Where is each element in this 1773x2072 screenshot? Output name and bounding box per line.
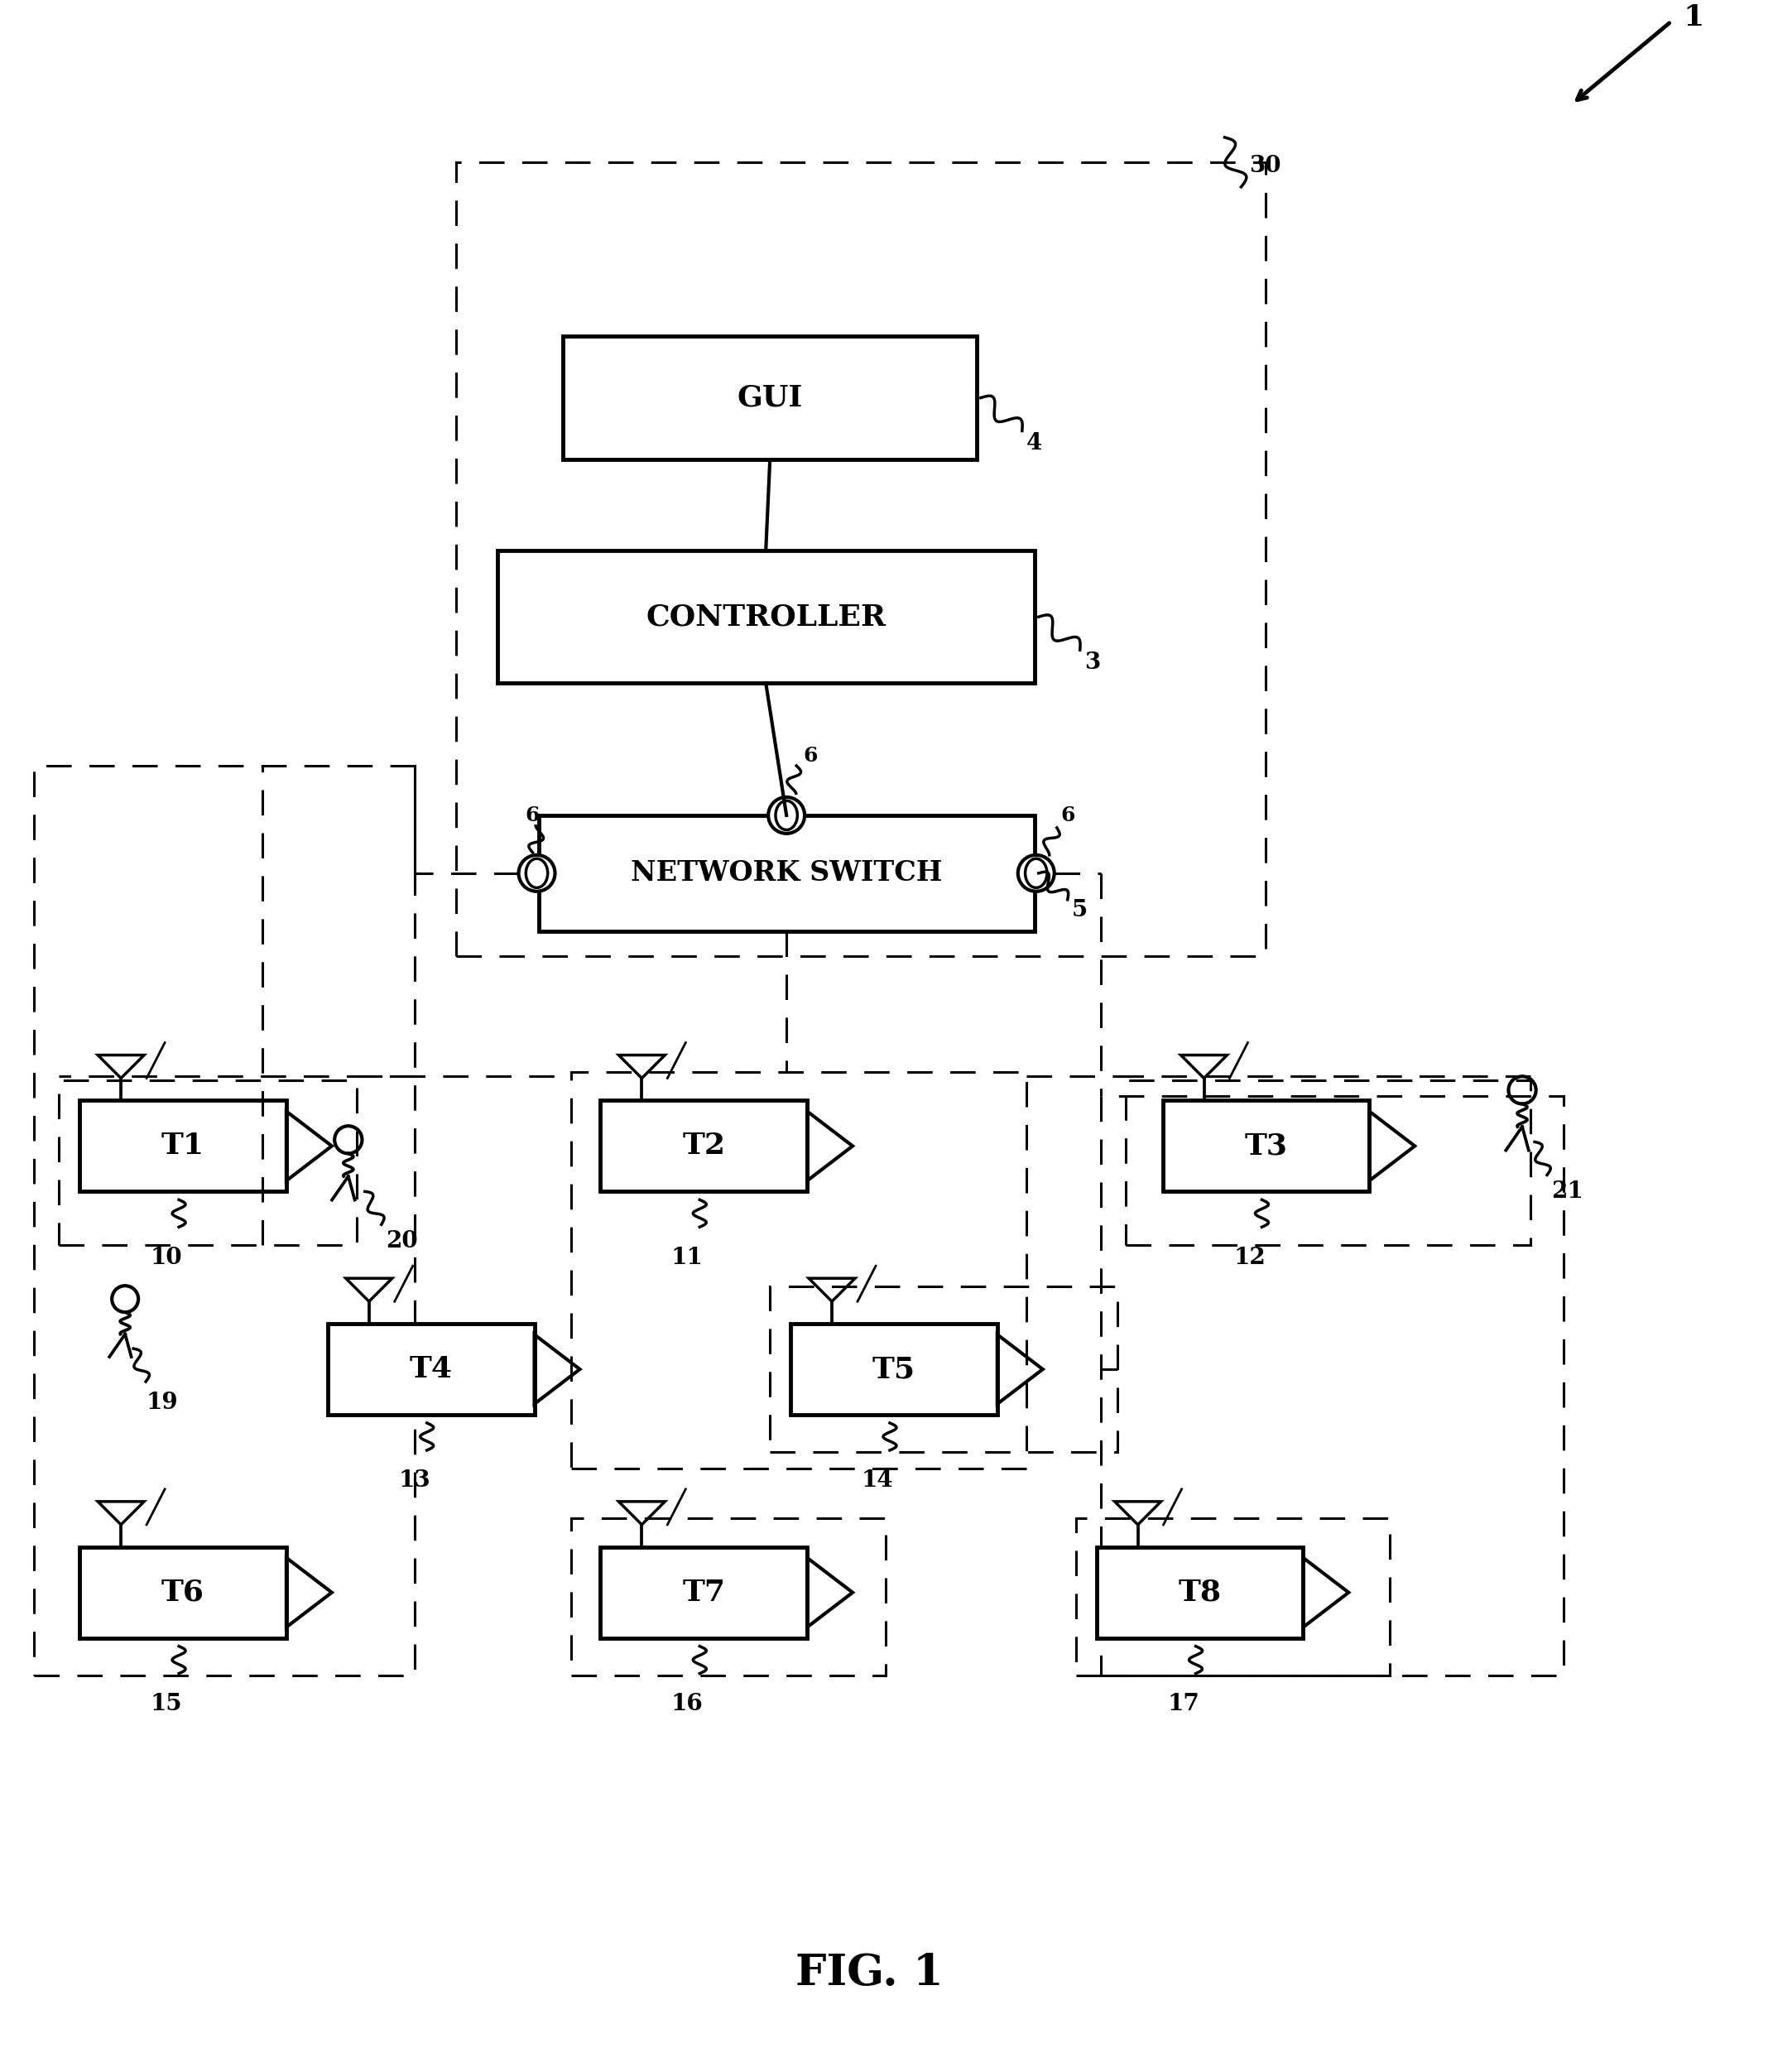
Text: 13: 13 bbox=[399, 1469, 431, 1492]
Text: 19: 19 bbox=[145, 1390, 177, 1413]
Text: T2: T2 bbox=[683, 1131, 725, 1160]
Text: NETWORK SWITCH: NETWORK SWITCH bbox=[631, 860, 941, 887]
FancyBboxPatch shape bbox=[791, 1324, 996, 1415]
Text: T6: T6 bbox=[161, 1579, 204, 1606]
FancyBboxPatch shape bbox=[496, 551, 1034, 684]
Text: GUI: GUI bbox=[738, 383, 803, 412]
FancyBboxPatch shape bbox=[80, 1548, 285, 1639]
FancyBboxPatch shape bbox=[539, 814, 1034, 930]
Text: 30: 30 bbox=[1250, 155, 1282, 178]
Text: T4: T4 bbox=[410, 1355, 452, 1384]
FancyBboxPatch shape bbox=[1096, 1548, 1303, 1639]
FancyBboxPatch shape bbox=[564, 336, 977, 460]
Circle shape bbox=[768, 798, 805, 833]
Text: 15: 15 bbox=[151, 1693, 183, 1716]
Text: 5: 5 bbox=[1071, 899, 1087, 922]
Text: 17: 17 bbox=[1167, 1693, 1199, 1716]
Text: T3: T3 bbox=[1245, 1131, 1287, 1160]
Text: 11: 11 bbox=[672, 1247, 704, 1268]
Text: 6: 6 bbox=[1060, 806, 1074, 825]
Text: T1: T1 bbox=[161, 1131, 204, 1160]
Text: T5: T5 bbox=[872, 1355, 915, 1384]
Text: 14: 14 bbox=[862, 1469, 894, 1492]
Text: T8: T8 bbox=[1179, 1579, 1222, 1606]
Text: CONTROLLER: CONTROLLER bbox=[645, 603, 886, 632]
Text: 10: 10 bbox=[151, 1247, 183, 1268]
Circle shape bbox=[519, 856, 555, 891]
Text: 21: 21 bbox=[1551, 1181, 1583, 1202]
FancyBboxPatch shape bbox=[1163, 1100, 1369, 1191]
Text: 1: 1 bbox=[1683, 4, 1704, 31]
Text: FIG. 1: FIG. 1 bbox=[794, 1952, 943, 1993]
Circle shape bbox=[1018, 856, 1055, 891]
Text: 3: 3 bbox=[1083, 651, 1099, 673]
FancyBboxPatch shape bbox=[601, 1100, 807, 1191]
Text: 6: 6 bbox=[803, 746, 817, 767]
FancyBboxPatch shape bbox=[80, 1100, 285, 1191]
Text: 12: 12 bbox=[1234, 1247, 1266, 1268]
FancyBboxPatch shape bbox=[601, 1548, 807, 1639]
Text: 6: 6 bbox=[525, 806, 539, 825]
Text: 20: 20 bbox=[385, 1231, 417, 1251]
Text: 16: 16 bbox=[672, 1693, 704, 1716]
FancyBboxPatch shape bbox=[328, 1324, 534, 1415]
Text: T7: T7 bbox=[683, 1579, 725, 1606]
Text: 4: 4 bbox=[1027, 433, 1043, 454]
